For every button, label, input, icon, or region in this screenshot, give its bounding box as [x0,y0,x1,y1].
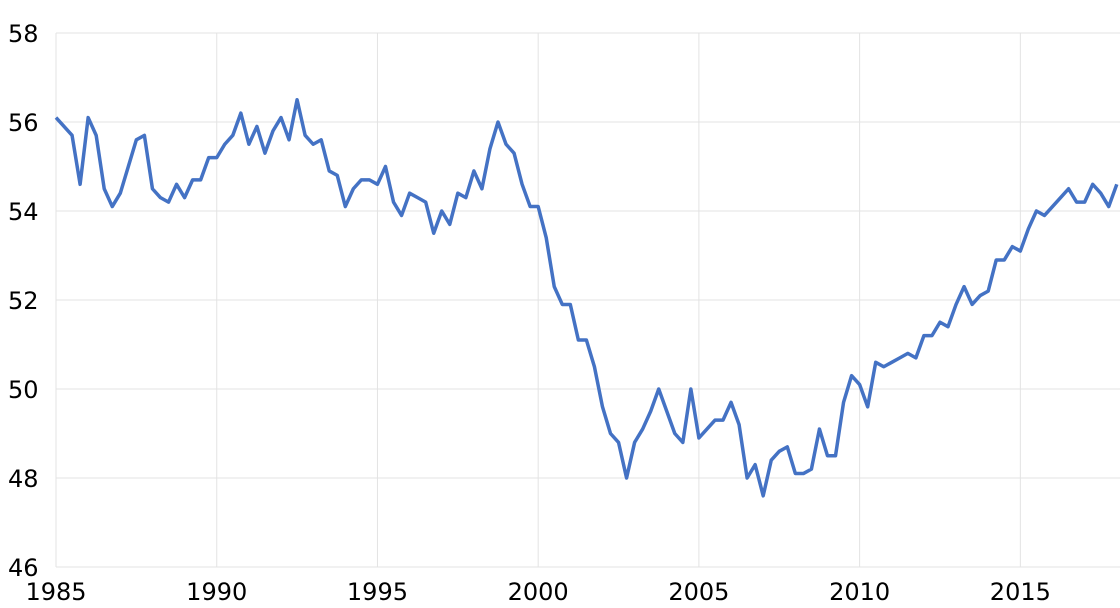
x-tick-label: 1995 [347,578,408,606]
x-tick-label: 2005 [668,578,729,606]
y-tick-label: 46 [8,554,39,582]
y-tick-label: 58 [8,20,39,48]
y-tick-label: 52 [8,287,39,315]
y-tick-label: 54 [8,198,39,226]
y-tick-label: 48 [8,465,39,493]
x-tick-label: 2015 [990,578,1051,606]
y-tick-label: 50 [8,376,39,404]
x-tick-label: 1990 [186,578,247,606]
data-line [54,98,1119,498]
x-tick-label: 2010 [829,578,890,606]
x-tick-label: 1985 [25,578,86,606]
x-tick-label: 2000 [508,578,569,606]
y-tick-label: 56 [8,109,39,137]
